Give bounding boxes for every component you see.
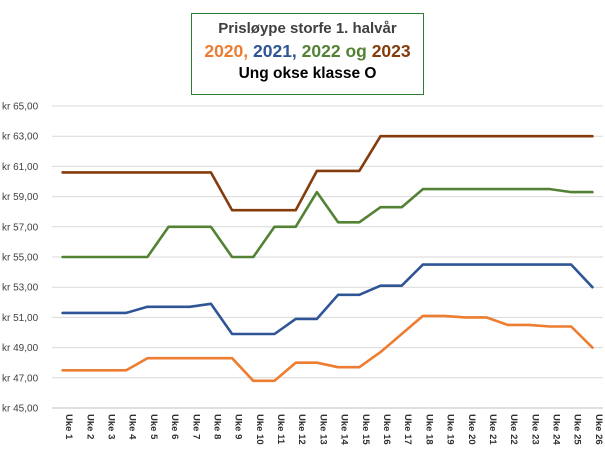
x-tick-label: Uke 15	[360, 414, 371, 445]
x-axis-ticks: Uke 1 Uke 2 Uke 3 Uke 4 Uke 5 Uke 6 Uke 7 Uke 8…	[63, 414, 604, 445]
y-tick-label: kr 63,00	[2, 132, 39, 143]
x-tick-label: Uke 16	[381, 414, 392, 445]
x-tick-label: Uke 9	[233, 414, 244, 439]
subtitle-part-2020: 2020,	[204, 41, 253, 61]
x-tick-label: Uke 12	[296, 414, 307, 445]
x-tick-label: Uke 7	[190, 414, 201, 439]
x-tick-label: Uke 11	[275, 414, 286, 445]
x-tick-label: Uke 10	[254, 414, 265, 445]
series-line-1	[61, 263, 594, 336]
y-tick-label: kr 57,00	[2, 222, 39, 233]
chart-title: Prisløype storfe 1. halvår	[218, 20, 397, 37]
y-tick-label: kr 65,00	[2, 102, 39, 113]
x-tick-label: Uke 5	[148, 414, 159, 440]
x-tick-label: Uke 17	[402, 414, 413, 445]
series-line-3	[61, 134, 594, 212]
y-tick-label: kr 53,00	[2, 283, 39, 294]
y-tick-label: kr 59,00	[2, 192, 39, 203]
x-tick-label: Uke 3	[105, 414, 116, 439]
y-tick-label: kr 55,00	[2, 253, 39, 264]
y-tick-label: kr 47,00	[2, 373, 39, 384]
subtitle-part-2021: 2021,	[253, 41, 302, 61]
y-tick-label: kr 61,00	[2, 162, 39, 173]
y-axis-ticks: kr 45,00 kr 47,00 kr 49,00 kr 51,00 kr 53,00…	[2, 102, 39, 415]
x-tick-label: Uke 2	[84, 414, 95, 439]
y-tick-label: kr 49,00	[2, 343, 39, 354]
y-tick-label: kr 51,00	[2, 313, 39, 324]
subtitle-part-2023: 2023	[371, 41, 411, 61]
x-tick-label: Uke 23	[529, 414, 540, 445]
x-tick-label: Uke 20	[466, 414, 477, 445]
subtitle-part-2022: 2022 og	[301, 41, 372, 61]
x-tick-label: Uke 24	[551, 414, 562, 445]
x-tick-label: Uke 25	[572, 414, 583, 445]
x-tick-label: Uke 4	[127, 414, 138, 440]
chart-subtitle: 2020, 2021, 2022 og 2023	[192, 39, 423, 63]
x-tick-label: Uke 13	[317, 414, 328, 445]
x-tick-label: Uke 21	[487, 414, 498, 445]
x-tick-label: Uke 26	[593, 414, 604, 445]
series-lines	[61, 134, 594, 383]
x-tick-label: Uke 8	[211, 414, 222, 439]
x-tick-label: Uke 18	[423, 414, 434, 445]
series-line-0	[61, 314, 594, 383]
x-tick-label: Uke 6	[169, 414, 180, 439]
x-tick-label: Uke 14	[339, 414, 350, 445]
x-tick-label: Uke 22	[508, 414, 519, 445]
x-tick-label: Uke 19	[445, 414, 456, 445]
chart-title-box: Prisløype storfe 1. halvår 2020, 2021, 2…	[191, 13, 424, 95]
chart-subtitle2: Ung okse klasse O	[238, 65, 377, 82]
y-tick-label: kr 45,00	[2, 404, 39, 415]
series-line-2	[61, 187, 594, 259]
x-tick-label: Uke 1	[63, 414, 74, 440]
